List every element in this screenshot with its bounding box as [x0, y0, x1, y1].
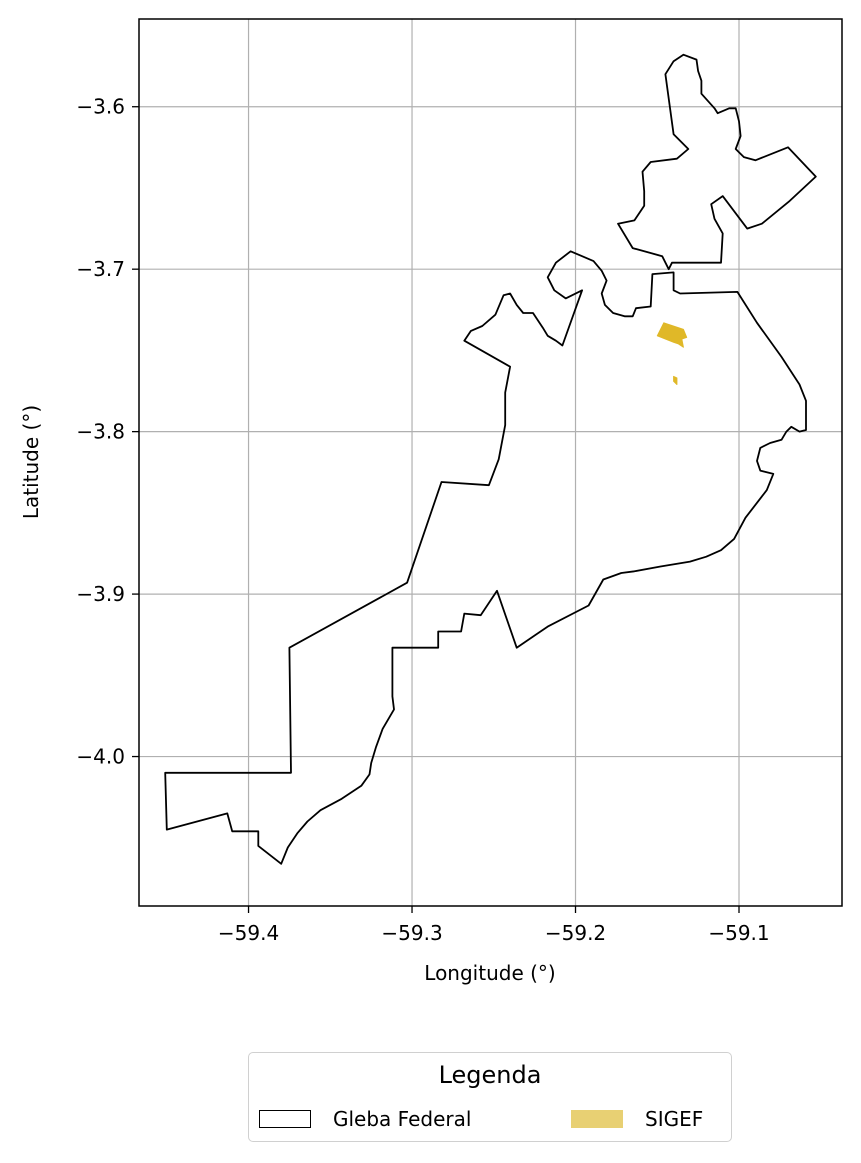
- y-tick-label: −3.6: [76, 95, 125, 119]
- grid: [139, 19, 842, 906]
- x-tick-label: −59.4: [218, 921, 279, 945]
- x-tick-label: −59.3: [381, 921, 442, 945]
- legend-swatch-fill: [571, 1110, 623, 1128]
- y-axis-label: Latitude (°): [19, 405, 43, 519]
- y-tick-label: −4.0: [76, 745, 125, 769]
- x-tick-label: −59.2: [545, 921, 606, 945]
- gleba-federal-polygon: [617, 53, 817, 271]
- x-tick-label: −59.1: [708, 921, 769, 945]
- axis-ticks: −59.4 −59.3 −59.2 −59.1 −3.6 −3.7 −3.8 −3.9 −4.0: [76, 95, 769, 945]
- gleba-federal-polygon: [164, 250, 807, 865]
- y-tick-label: −3.9: [76, 582, 125, 606]
- legend-swatch-outline: [259, 1110, 311, 1128]
- plot-frame: [138, 18, 843, 907]
- legend-entry-sigef: SIGEF: [571, 1107, 703, 1131]
- sigef-polygon: [673, 375, 678, 385]
- legend-title: Legenda: [438, 1061, 542, 1089]
- map-layers: [164, 53, 817, 865]
- sigef-polygon: [656, 322, 688, 348]
- legend-label: Gleba Federal: [333, 1107, 472, 1131]
- legend-entry-gleba-federal: Gleba Federal: [259, 1107, 471, 1131]
- y-tick-label: −3.8: [76, 420, 125, 444]
- x-axis-label: Longitude (°): [424, 961, 555, 985]
- y-tick-label: −3.7: [76, 257, 125, 281]
- legend-label: SIGEF: [645, 1107, 704, 1131]
- legend: Legenda Gleba Federal SIGEF: [248, 1052, 732, 1142]
